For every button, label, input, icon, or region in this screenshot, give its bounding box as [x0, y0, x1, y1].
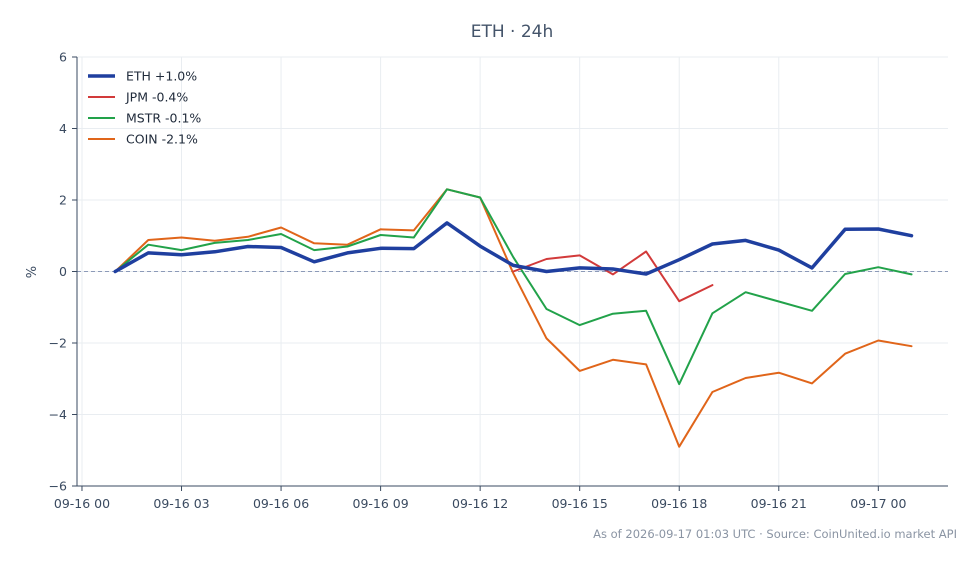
x-tick-label: 09-16 18 — [651, 496, 707, 511]
x-tick-label: 09-17 00 — [850, 496, 906, 511]
y-tick-label: −2 — [49, 336, 67, 351]
y-tick-label: 2 — [59, 193, 67, 208]
legend-label: JPM -0.4% — [125, 90, 188, 105]
source-note: As of 2026-09-17 01:03 UTC · Source: Coi… — [593, 527, 957, 541]
legend: ETH +1.0% JPM -0.4% MSTR -0.1% COIN -2.1% — [88, 69, 201, 147]
y-tick-label: 6 — [59, 50, 67, 65]
y-tick-label: −4 — [49, 407, 67, 422]
x-tick-label: 09-16 00 — [54, 496, 110, 511]
chart-title: ETH · 24h — [471, 22, 554, 42]
x-tick-label: 09-16 03 — [153, 496, 209, 511]
x-tick-label: 09-16 09 — [353, 496, 409, 511]
x-tick-label: 09-16 12 — [452, 496, 508, 511]
x-tick-label: 09-16 06 — [253, 496, 309, 511]
y-axis-label: % — [25, 266, 40, 278]
y-tick-label: 0 — [59, 264, 67, 279]
series-line-1 — [512, 250, 714, 303]
legend-label: COIN -2.1% — [126, 132, 198, 147]
x-tick-label: 09-16 21 — [751, 496, 807, 511]
series-lines — [113, 188, 914, 448]
series-line-2 — [114, 188, 913, 386]
y-tick-label: −6 — [49, 479, 67, 494]
x-axis-ticks: 09-16 00 09-16 03 09-16 06 09-16 09 09-16 12… — [54, 486, 906, 511]
legend-label: MSTR -0.1% — [126, 111, 201, 126]
series-line-3 — [114, 188, 913, 448]
series-line-0 — [113, 221, 914, 276]
y-axis-ticks: −6 −4 −2 0 2 4 6 — [49, 50, 77, 494]
legend-label: ETH +1.0% — [126, 69, 197, 84]
y-tick-label: 4 — [59, 121, 67, 136]
x-tick-label: 09-16 15 — [552, 496, 608, 511]
